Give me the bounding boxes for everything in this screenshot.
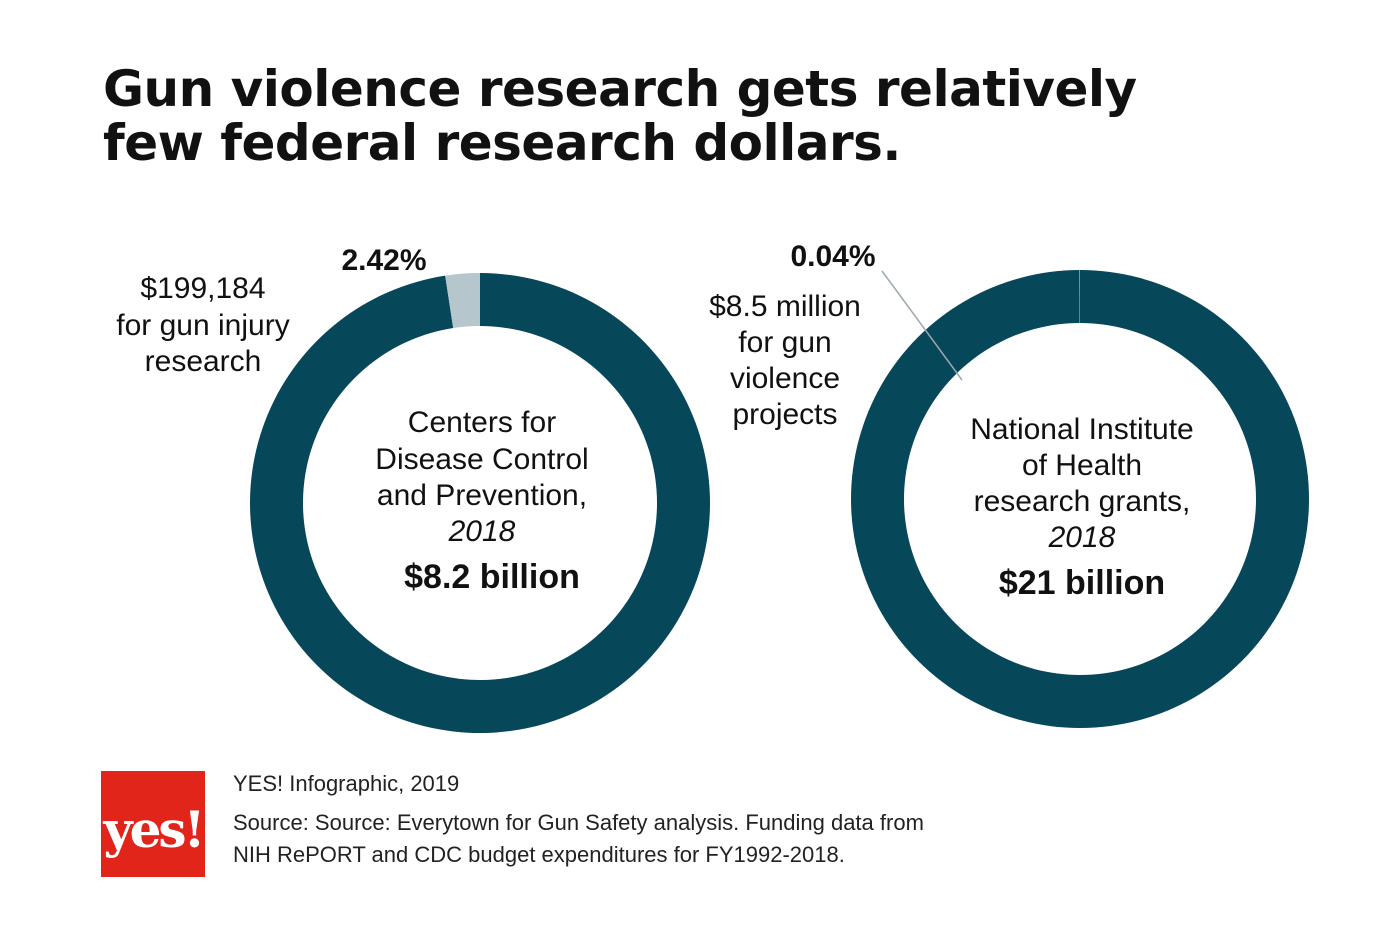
source-line-2: NIH RePORT and CDC budget expenditures f… <box>233 842 845 867</box>
source-note: Source: Source: Everytown for Gun Safety… <box>233 807 1033 871</box>
yes-logo: yes! <box>101 771 205 877</box>
nih-donut: 0.04% $8.5 million for gun violence proj… <box>709 240 1310 728</box>
chart-title: Gun violence research gets relatively fe… <box>103 62 1137 170</box>
cdc-year: 2018 <box>448 515 516 548</box>
nih-total: $21 billion <box>999 564 1165 602</box>
source-line-1: Source: Source: Everytown for Gun Safety… <box>233 810 924 835</box>
cdc-center-label-3: and Prevention, <box>377 479 587 512</box>
nih-year: 2018 <box>1048 521 1116 554</box>
nih-gun-research-slice <box>1079 270 1080 324</box>
cdc-slice-label-2: for gun injury <box>116 309 289 342</box>
cdc-center-label-2: Disease Control <box>375 443 588 476</box>
cdc-slice-label-3: research <box>145 345 262 378</box>
nih-slice-label-4: projects <box>732 398 837 431</box>
nih-percent-label: 0.04% <box>790 240 875 273</box>
nih-leader-line <box>881 270 963 381</box>
nih-center-label-1: National Institute <box>970 413 1193 446</box>
cdc-slice-label-1: $199,184 <box>140 272 265 305</box>
cdc-gun-research-slice <box>445 273 480 329</box>
cdc-donut: 2.42% $199,184 for gun injury research C… <box>116 244 710 734</box>
credit-line: YES! Infographic, 2019 <box>233 771 460 796</box>
nih-slice-label-3: violence <box>730 362 840 395</box>
cdc-center-label-1: Centers for <box>408 406 556 439</box>
nih-center-label-3: research grants, <box>974 485 1191 518</box>
cdc-percent-label: 2.42% <box>341 244 426 277</box>
cdc-total: $8.2 billion <box>404 558 580 596</box>
title-line-2: few federal research dollars. <box>103 114 901 172</box>
logo-text: yes! <box>103 800 206 859</box>
title-line-1: Gun violence research gets relatively <box>103 60 1137 118</box>
nih-slice-label-1: $8.5 million <box>709 290 861 323</box>
nih-center-label-2: of Health <box>1022 449 1142 482</box>
nih-slice-label-2: for gun <box>738 326 831 359</box>
